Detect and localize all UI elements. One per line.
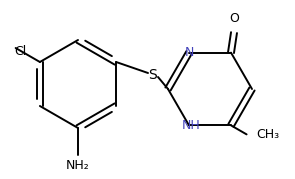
Text: NH: NH xyxy=(182,119,200,132)
Text: O: O xyxy=(229,12,239,25)
Text: S: S xyxy=(149,68,157,82)
Text: NH₂: NH₂ xyxy=(66,159,90,172)
Text: N: N xyxy=(184,46,194,59)
Text: CH₃: CH₃ xyxy=(257,128,280,141)
Text: Cl: Cl xyxy=(15,45,27,57)
